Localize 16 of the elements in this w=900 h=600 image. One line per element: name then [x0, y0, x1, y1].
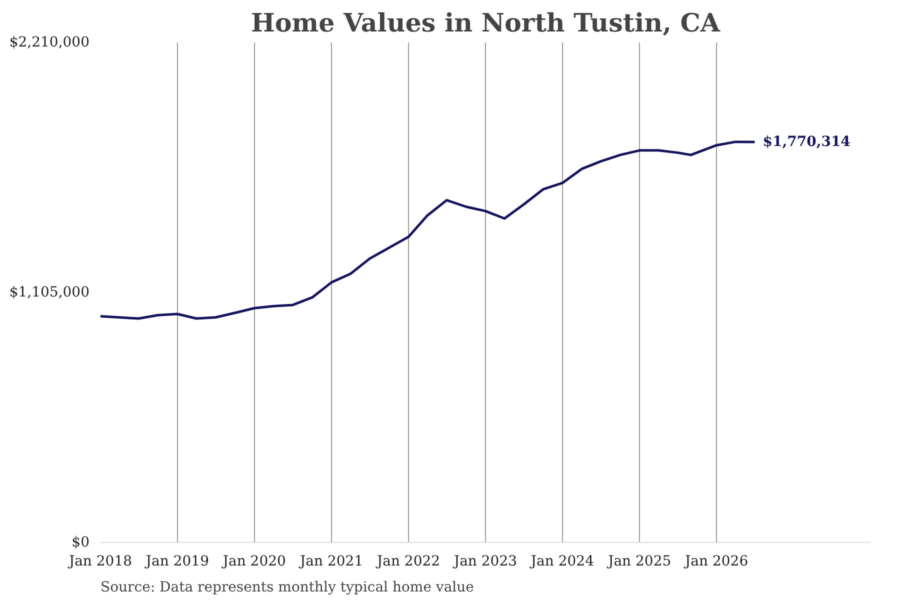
- x-tick-label: Jan 2018: [66, 554, 132, 570]
- x-tick-label: Jan 2021: [298, 554, 364, 570]
- x-tick-label: Jan 2023: [452, 554, 518, 570]
- x-tick-label: Jan 2020: [220, 554, 286, 570]
- x-tick-label: Jan 2026: [683, 554, 748, 570]
- y-tick-label: $0: [72, 534, 90, 550]
- x-tick-label: Jan 2024: [528, 554, 594, 570]
- source-note: Source: Data represents monthly typical home value: [100, 580, 474, 596]
- chart-title: Home Values in North Tustin, CA: [250, 8, 720, 38]
- x-tick-label: Jan 2022: [375, 554, 440, 570]
- x-tick-label: Jan 2025: [606, 554, 672, 570]
- y-tick-label: $1,105,000: [9, 284, 90, 300]
- y-tick-label: $2,210,000: [9, 34, 90, 50]
- annotation: $1,770,314: [762, 134, 851, 150]
- x-tick-label: Jan 2019: [144, 554, 209, 570]
- line-series: [100, 140, 756, 320]
